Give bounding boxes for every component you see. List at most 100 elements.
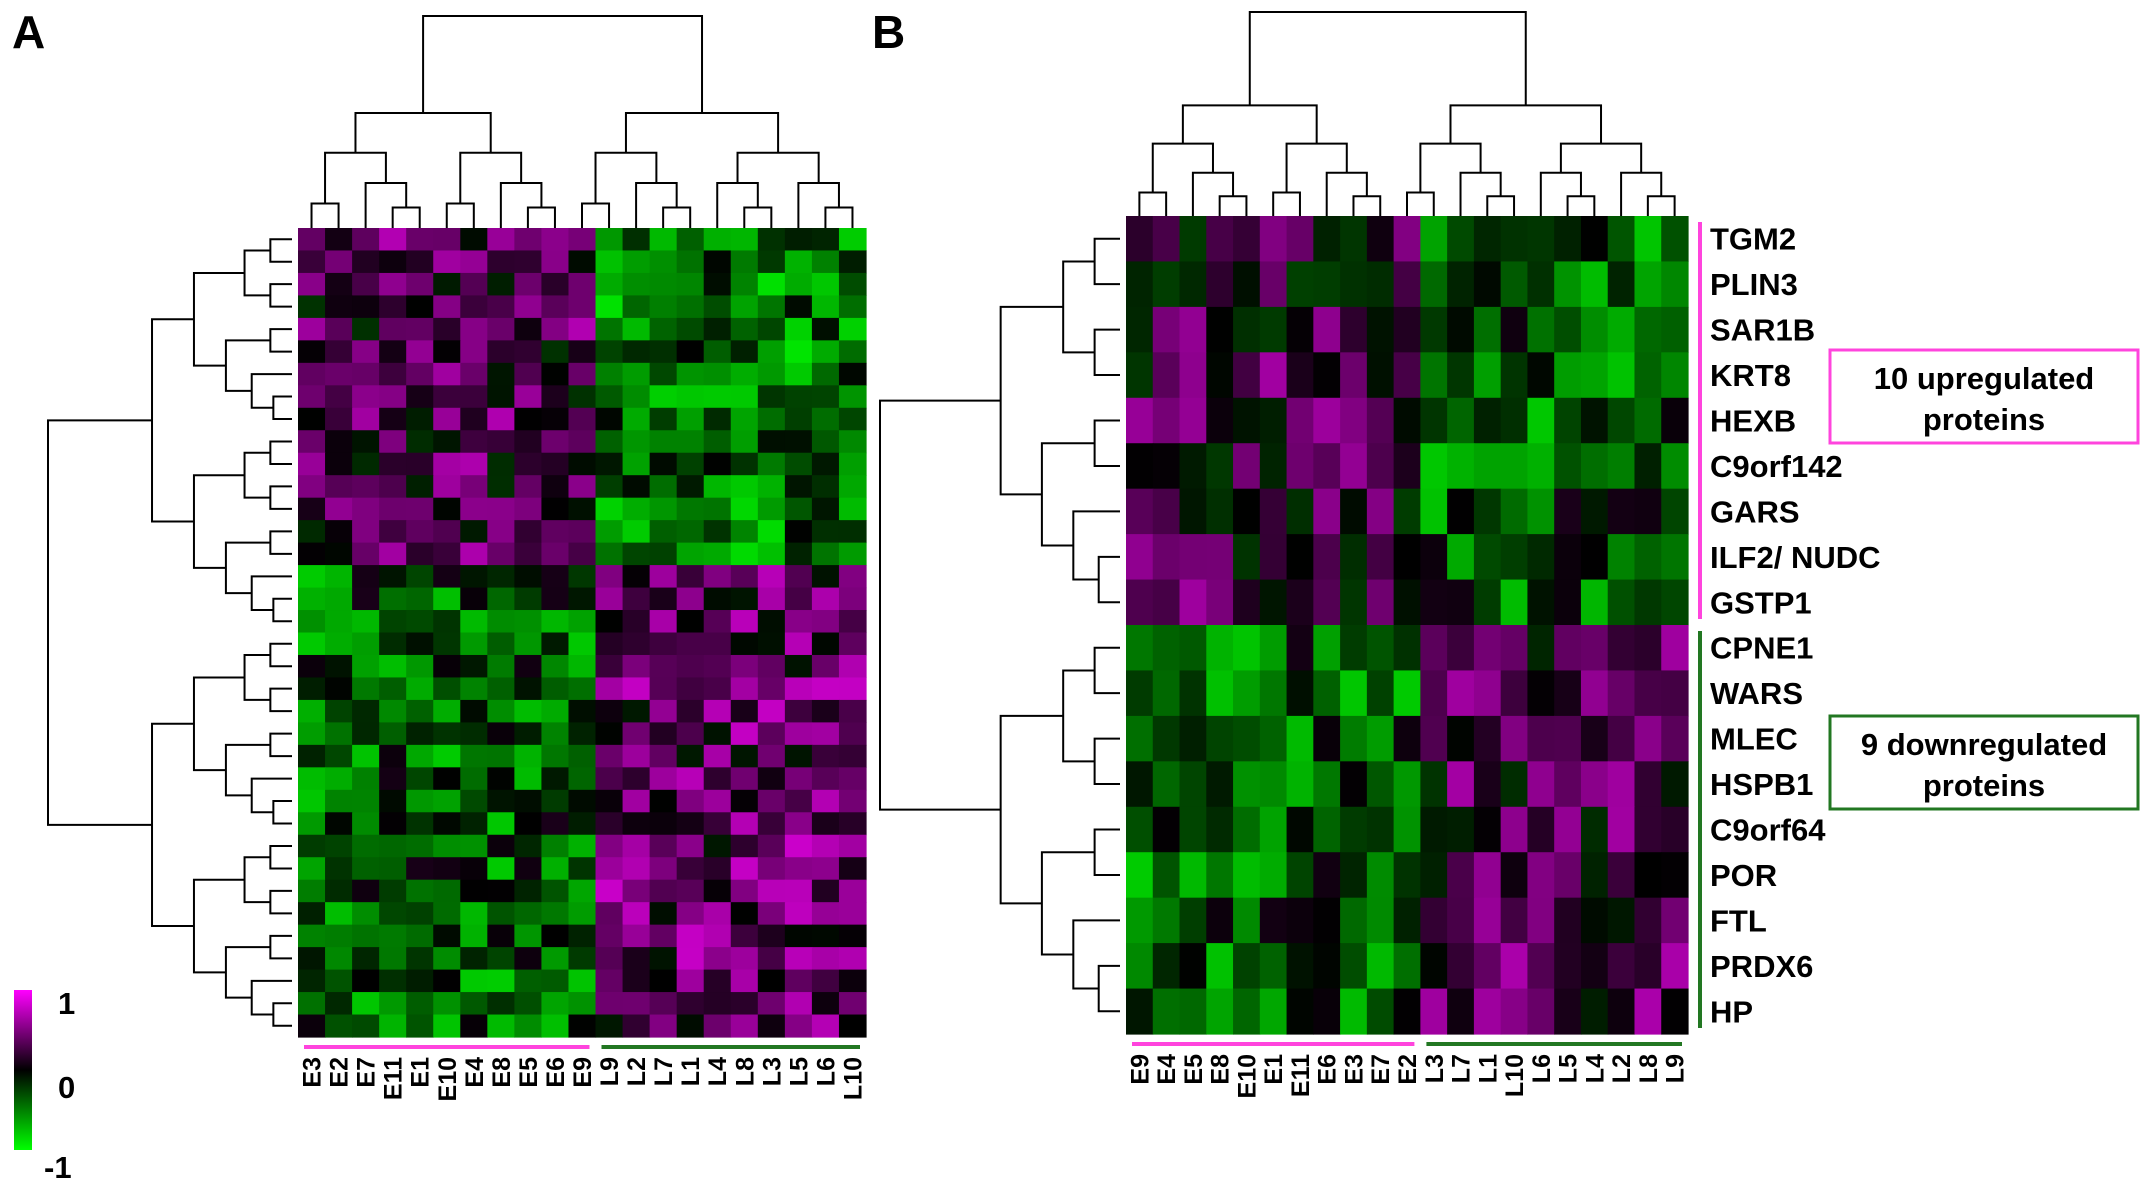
heatmap-cell bbox=[703, 992, 732, 1016]
heatmap-cell bbox=[406, 834, 434, 858]
heatmap-cell bbox=[1527, 988, 1555, 1035]
dendrogram-branch bbox=[526, 206, 556, 228]
heatmap-cell bbox=[649, 340, 678, 364]
row-label: POR bbox=[1710, 858, 1777, 893]
heatmap-cell bbox=[406, 992, 434, 1016]
heatmap-cell bbox=[487, 744, 515, 768]
heatmap-cell bbox=[325, 250, 353, 274]
heatmap-cell bbox=[352, 542, 380, 566]
heatmap-cell bbox=[649, 587, 678, 611]
heatmap-cell bbox=[298, 497, 326, 521]
heatmap-cell bbox=[541, 475, 570, 499]
heatmap-cell bbox=[703, 362, 732, 386]
heatmap-cell bbox=[1634, 943, 1662, 990]
heatmap-cell bbox=[1554, 625, 1582, 672]
heatmap-cell bbox=[649, 475, 678, 499]
heatmap-cell bbox=[1473, 397, 1502, 444]
heatmap-cell bbox=[622, 542, 651, 566]
heatmap-cell bbox=[1420, 852, 1448, 899]
heatmap-cell bbox=[325, 677, 353, 701]
heatmap-cell bbox=[811, 228, 840, 252]
heatmap-cell bbox=[1554, 488, 1582, 535]
heatmap-cell bbox=[1340, 488, 1368, 535]
heatmap-cell bbox=[352, 834, 380, 858]
heatmap-cell bbox=[622, 1014, 651, 1038]
heatmap-cell bbox=[514, 969, 543, 993]
heatmap-cell bbox=[1473, 216, 1502, 263]
heatmap-cell bbox=[757, 475, 786, 499]
heatmap-cell bbox=[460, 654, 488, 679]
heatmap-cell bbox=[676, 722, 705, 746]
heatmap-cell bbox=[730, 228, 759, 252]
heatmap-cell bbox=[1233, 761, 1261, 808]
heatmap-cell bbox=[784, 767, 813, 791]
heatmap-cell bbox=[757, 430, 786, 454]
heatmap-cell bbox=[595, 520, 624, 544]
heatmap-cell bbox=[1447, 488, 1475, 535]
heatmap-cell bbox=[1366, 670, 1395, 717]
heatmap-cell bbox=[811, 632, 840, 656]
heatmap-cell bbox=[1554, 534, 1582, 581]
dendrogram-branch bbox=[1097, 555, 1120, 604]
heatmap-cell bbox=[1554, 352, 1582, 399]
heatmap-cell bbox=[325, 632, 353, 656]
heatmap-cell bbox=[1661, 897, 1689, 944]
heatmap-cell bbox=[568, 947, 597, 971]
heatmap-cell bbox=[1527, 761, 1555, 808]
heatmap-cell bbox=[595, 879, 624, 903]
heatmap-cell bbox=[298, 228, 326, 252]
heatmap-cell bbox=[811, 947, 840, 971]
heatmap-cell bbox=[568, 475, 597, 499]
heatmap-cell bbox=[541, 992, 570, 1016]
heatmap-cell bbox=[730, 969, 759, 993]
heatmap-cell bbox=[1393, 306, 1421, 353]
heatmap-cell bbox=[811, 317, 840, 341]
heatmap-cell bbox=[541, 542, 570, 566]
heatmap-cell bbox=[1554, 579, 1582, 626]
heatmap-cell bbox=[406, 1014, 434, 1038]
heatmap-cell bbox=[757, 699, 786, 723]
heatmap-cell bbox=[703, 587, 732, 611]
heatmap-cell bbox=[595, 587, 624, 611]
heatmap-cell bbox=[1340, 852, 1368, 899]
heatmap-cell bbox=[568, 272, 597, 297]
dendrogram-branch bbox=[250, 575, 292, 612]
panel-b-column-dendrogram bbox=[1138, 11, 1676, 216]
heatmap-cell bbox=[379, 834, 407, 858]
heatmap-cell bbox=[1152, 670, 1181, 717]
heatmap-cell bbox=[1366, 397, 1395, 444]
heatmap-cell bbox=[1607, 806, 1636, 853]
heatmap-cell bbox=[460, 272, 488, 297]
heatmap-cell bbox=[379, 587, 407, 611]
heatmap-cell bbox=[352, 565, 380, 589]
column-label: E2 bbox=[326, 1057, 354, 1088]
heatmap-cell bbox=[460, 228, 488, 252]
heatmap-cell bbox=[595, 430, 624, 454]
heatmap-cell bbox=[1152, 397, 1181, 444]
heatmap-cell bbox=[568, 565, 597, 589]
heatmap-cell bbox=[514, 452, 543, 476]
heatmap-cell bbox=[1447, 988, 1475, 1035]
heatmap-cell bbox=[514, 407, 543, 431]
heatmap-cell bbox=[622, 767, 651, 791]
heatmap-cell bbox=[676, 857, 705, 881]
heatmap-cell bbox=[514, 542, 543, 566]
heatmap-cell bbox=[1286, 943, 1314, 990]
heatmap-cell bbox=[784, 992, 813, 1016]
heatmap-cell bbox=[433, 924, 461, 948]
heatmap-cell bbox=[379, 1014, 407, 1038]
heatmap-cell bbox=[460, 632, 488, 656]
heatmap-cell bbox=[595, 722, 624, 746]
column-label: L4 bbox=[1581, 1054, 1609, 1083]
heatmap-cell bbox=[649, 565, 678, 589]
heatmap-cell bbox=[460, 610, 488, 634]
heatmap-cell bbox=[703, 902, 732, 926]
heatmap-cell bbox=[541, 947, 570, 971]
heatmap-cell bbox=[433, 542, 461, 566]
heatmap-cell bbox=[703, 699, 732, 723]
heatmap-cell bbox=[838, 250, 867, 274]
heatmap-cell bbox=[487, 857, 515, 881]
heatmap-cell bbox=[1607, 397, 1636, 444]
heatmap-cell bbox=[784, 520, 813, 544]
